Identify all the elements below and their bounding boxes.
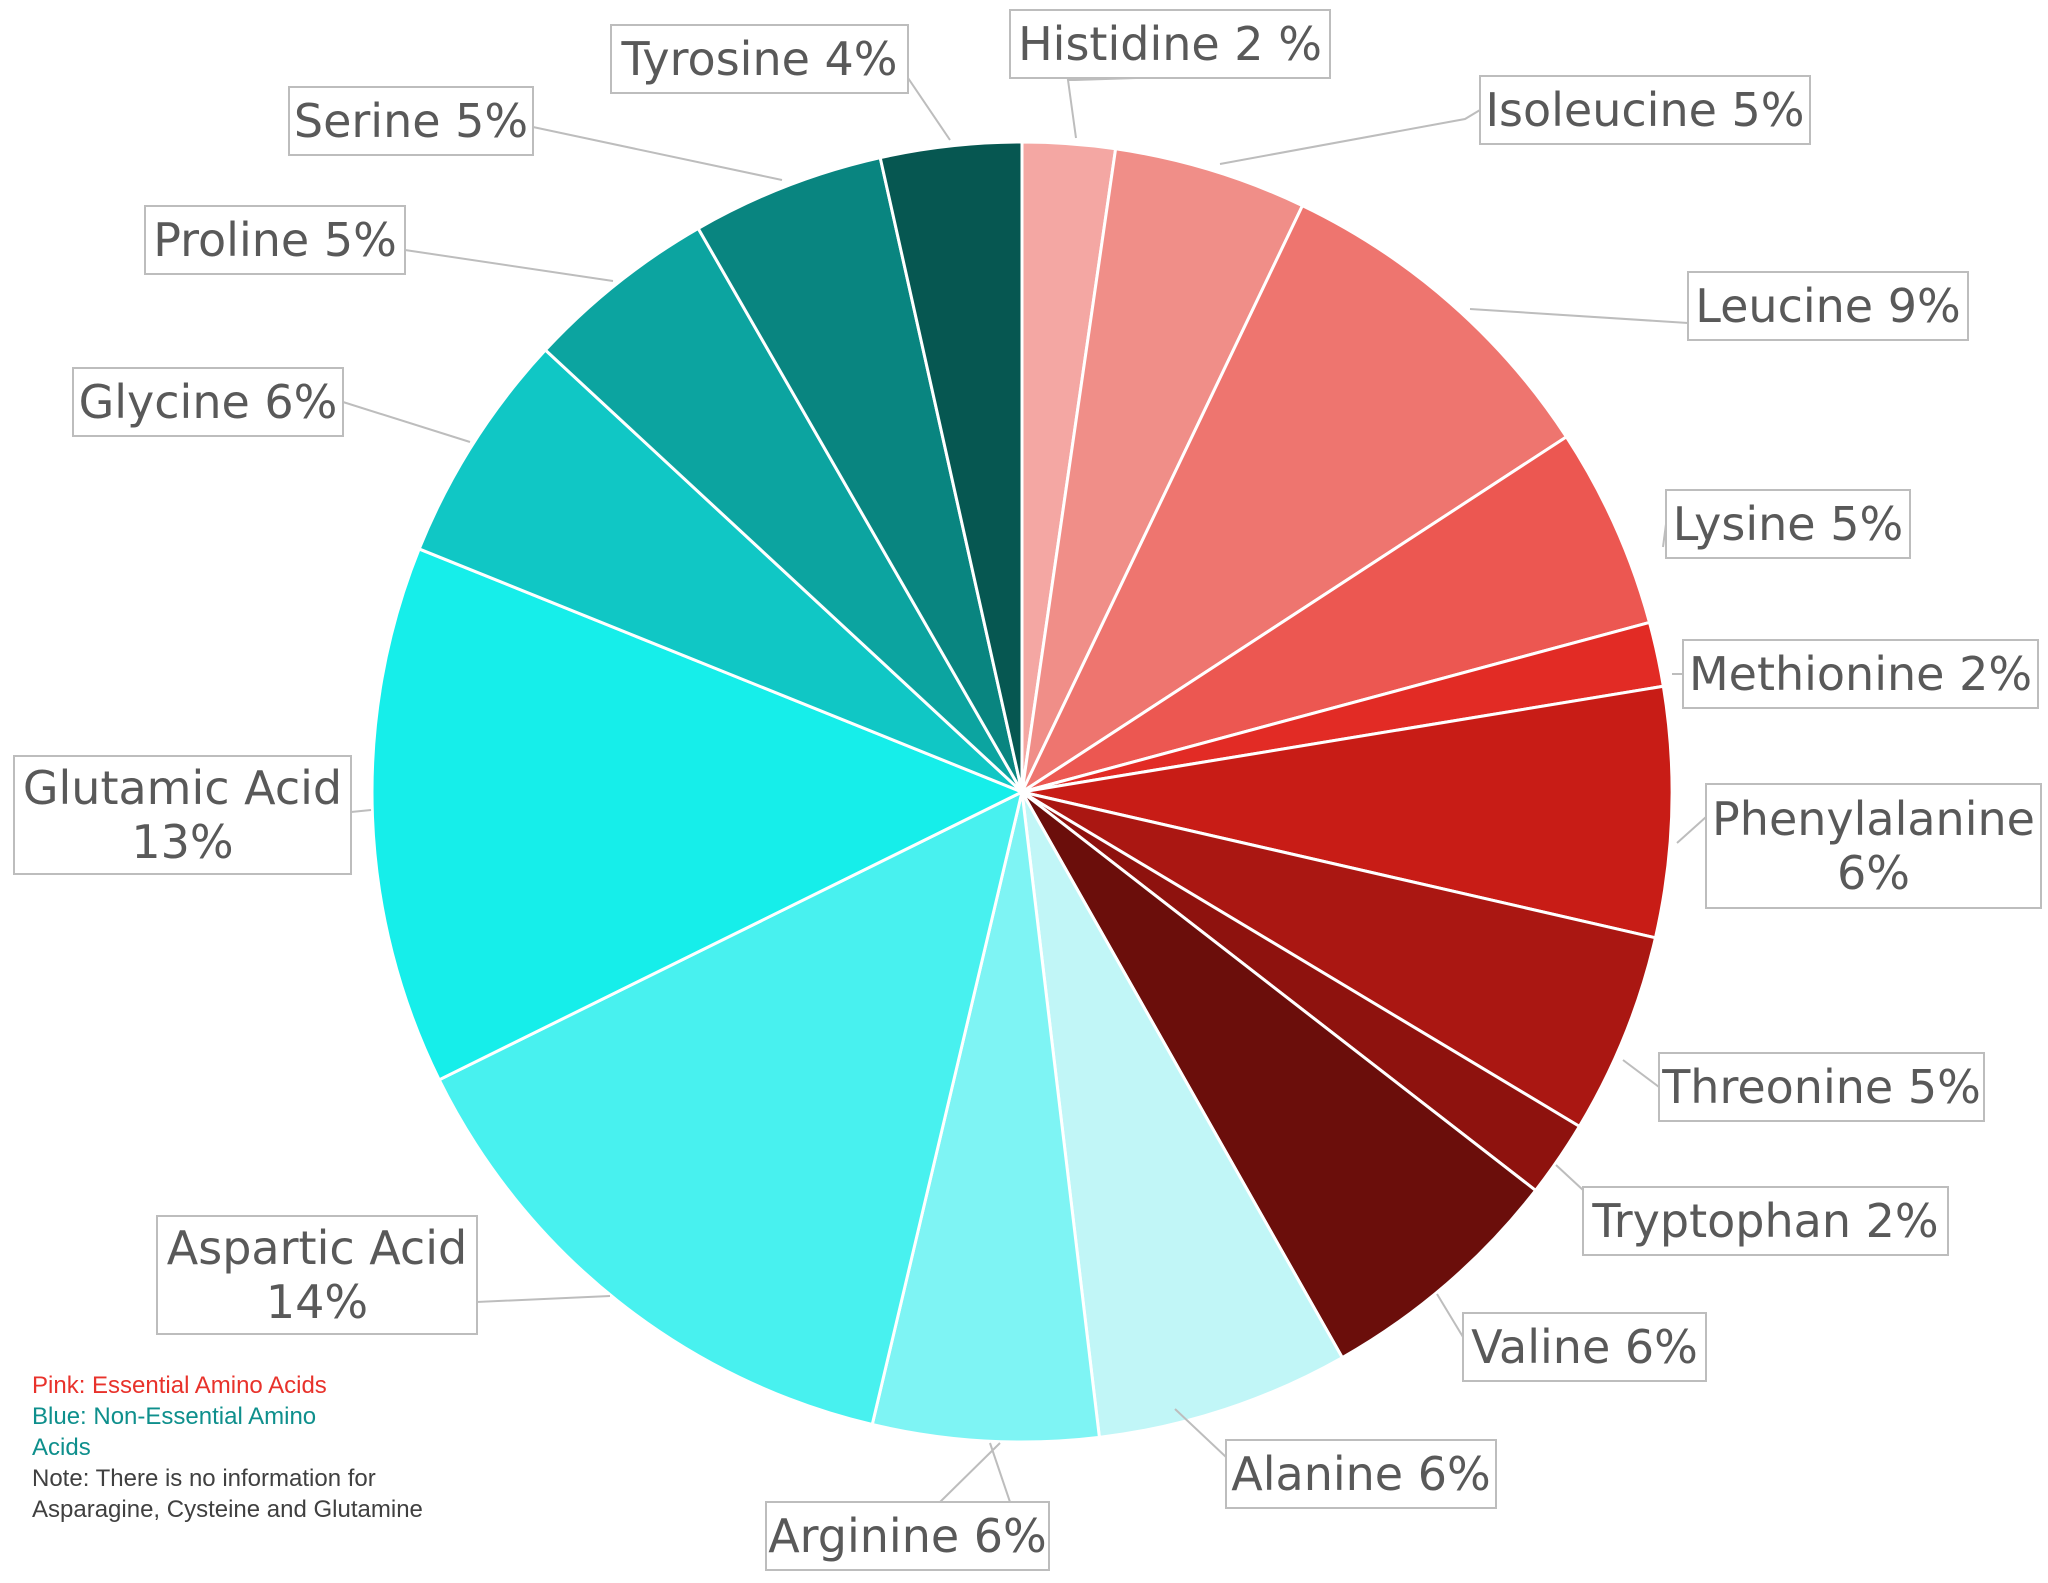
data-label-lysine: Lysine 5% bbox=[1673, 497, 1903, 551]
data-label-glycine: Glycine 6% bbox=[79, 375, 338, 429]
data-label-box-histidine bbox=[1009, 9, 1331, 79]
pie-slice-aspartic-acid bbox=[437, 790, 1024, 1427]
data-label-proline: Proline 5% bbox=[153, 213, 397, 267]
leader-line-glutamic-acid bbox=[350, 794, 372, 814]
leader-line-serine bbox=[532, 126, 783, 181]
data-label-box-alanine bbox=[1225, 1439, 1497, 1509]
pie-slice-serine bbox=[696, 156, 1024, 794]
data-label-arginine: Arginine 6% bbox=[768, 1509, 1047, 1563]
pie-slice-glutamic-acid bbox=[370, 547, 1024, 1082]
leader-line-glycine bbox=[342, 401, 471, 443]
pie-slice-threonine bbox=[1020, 790, 1657, 1128]
pie-slice-valine bbox=[1020, 790, 1538, 1360]
data-label-box-proline bbox=[144, 205, 406, 275]
data-label-tyrosine: Tyrosine 4% bbox=[621, 32, 898, 86]
data-label-isoleucine: Isoleucine 5% bbox=[1485, 83, 1804, 137]
data-label-valine: Valine 6% bbox=[1471, 1320, 1698, 1374]
data-label-box-arginine bbox=[765, 1501, 1050, 1571]
note-line-3: Acids bbox=[32, 1434, 91, 1461]
data-label-methionine: Methionine 2% bbox=[1689, 647, 2032, 701]
data-label-box-glycine bbox=[72, 367, 344, 437]
data-label-box-threonine bbox=[1658, 1052, 1985, 1122]
leader-line-histidine bbox=[1066, 77, 1137, 139]
pie-slice-tyrosine bbox=[878, 140, 1024, 794]
pie-slice-arginine bbox=[870, 790, 1101, 1444]
pie-slice-glycine bbox=[417, 348, 1024, 794]
note-line-4: Note: There is no information for bbox=[32, 1465, 376, 1492]
pie-slice-isoleucine bbox=[1020, 147, 1304, 794]
data-label-box-leucine bbox=[1687, 271, 1969, 341]
data-label-histidine: Histidine 2 % bbox=[1018, 17, 1322, 71]
data-label-box-glutamic-acid bbox=[13, 755, 352, 875]
leader-line-alanine bbox=[1174, 1408, 1227, 1458]
leader-line-leucine bbox=[1469, 308, 1689, 324]
leader-line-proline bbox=[404, 249, 614, 282]
data-label-box-serine bbox=[288, 86, 534, 156]
leader-line-tyrosine bbox=[907, 74, 951, 141]
data-label-leucine: Leucine 9% bbox=[1695, 279, 1960, 333]
leader-line-aspartic-acid bbox=[476, 1283, 611, 1304]
data-label-box-lysine bbox=[1665, 489, 1911, 559]
pie-slice-proline bbox=[543, 226, 1024, 794]
data-label-box-methionine bbox=[1682, 639, 2039, 709]
leader-line-phenylalanine bbox=[1676, 816, 1707, 844]
data-label-aspartic-acid: Aspartic Acid 14% bbox=[167, 1221, 467, 1329]
pie-slice-lysine bbox=[1020, 435, 1651, 794]
leader-line-isoleucine bbox=[1219, 109, 1481, 165]
leader-line-arginine bbox=[937, 1442, 1012, 1503]
note-line-1: Pink: Essential Amino Acids bbox=[32, 1372, 327, 1399]
leader-line-valine bbox=[1436, 1293, 1464, 1338]
data-label-box-phenylalanine bbox=[1705, 783, 2042, 909]
pie-labels: Histidine 2 % Isoleucine 5% Leucine 9% Lysi… bbox=[13, 9, 2042, 1571]
note-line-2: Blue: Non-Essential Amino bbox=[32, 1403, 317, 1430]
pie-slice-leucine bbox=[1020, 204, 1568, 794]
leader-line-threonine bbox=[1622, 1059, 1660, 1088]
note-line-5: Asparagine, Cysteine and Glutamine bbox=[32, 1496, 423, 1523]
data-label-box-isoleucine bbox=[1479, 75, 1811, 145]
data-label-tryptophan: Tryptophan 2% bbox=[1591, 1194, 1938, 1248]
data-label-glutamic-acid: Glutamic Acid 13% bbox=[23, 761, 342, 869]
data-label-box-valine bbox=[1462, 1312, 1707, 1382]
data-label-phenylalanine: Phenylalanine 6% bbox=[1712, 792, 2035, 900]
data-label-threonine: Threonine 5% bbox=[1661, 1060, 1981, 1114]
pie-slices bbox=[370, 140, 1674, 1444]
data-label-box-tryptophan bbox=[1582, 1186, 1949, 1256]
data-label-box-aspartic-acid bbox=[156, 1215, 478, 1335]
chart-notes: Pink: Essential Amino Acids Blue: Non-Ess… bbox=[32, 1370, 432, 1525]
leader-line-tryptophan bbox=[1555, 1164, 1584, 1191]
pie-slice-phenylalanine bbox=[1020, 684, 1674, 940]
data-label-serine: Serine 5% bbox=[294, 94, 528, 148]
data-label-alanine: Alanine 6% bbox=[1231, 1447, 1490, 1501]
data-label-box-tyrosine bbox=[610, 24, 909, 94]
pie-slice-alanine bbox=[1020, 790, 1344, 1439]
